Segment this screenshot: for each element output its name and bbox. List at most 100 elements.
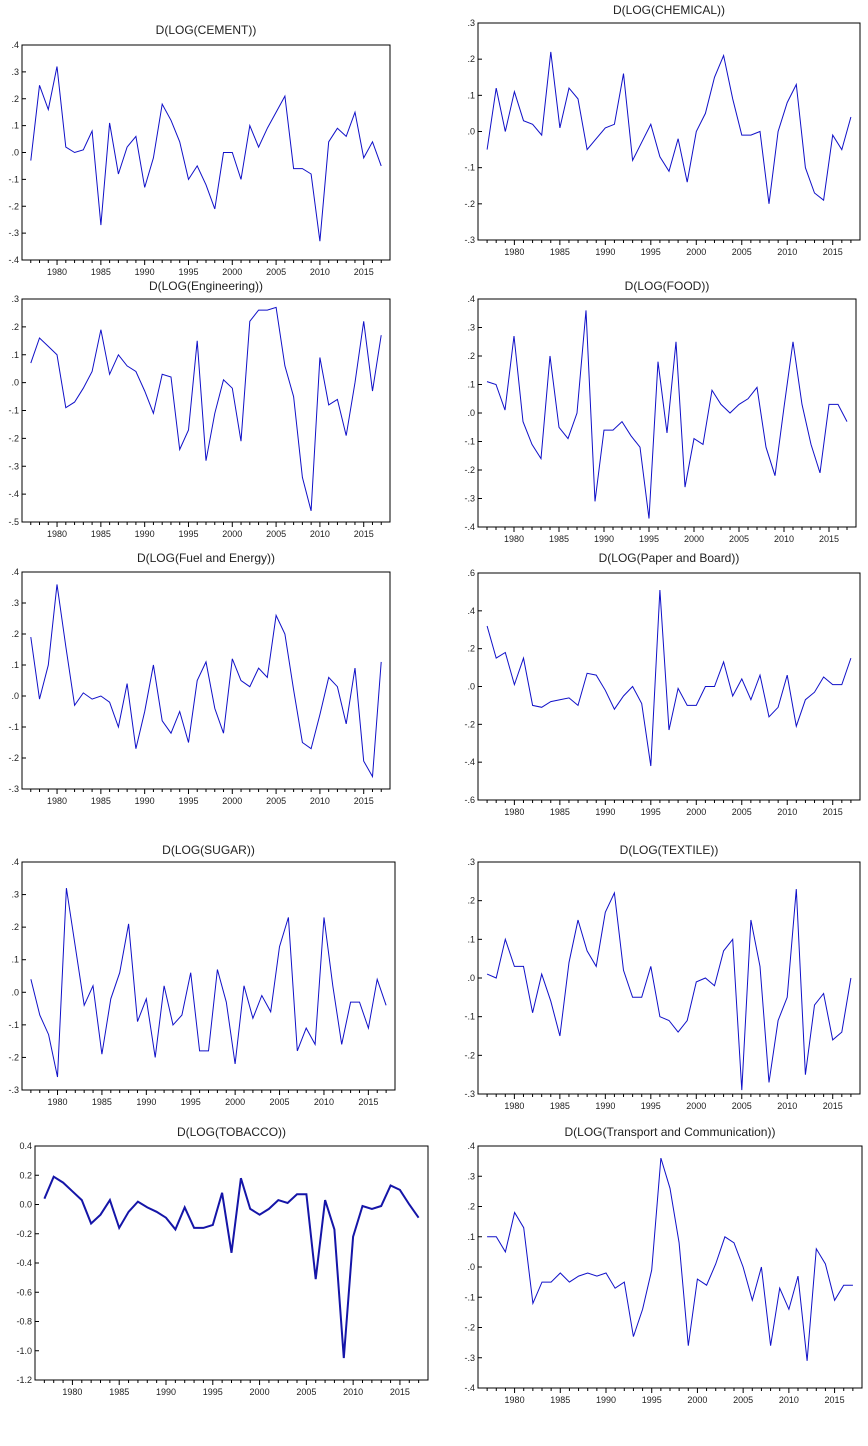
chart-7-xtick-label: 1995 [181, 1097, 201, 1107]
chart-7-ytick-label: .2 [11, 922, 19, 932]
chart-7-ytick-label: .1 [11, 955, 19, 965]
chart-6-ytick-label: -.4 [464, 757, 475, 767]
chart-2-xtick-label: 1995 [641, 247, 661, 257]
chart-10-ytick-label: .3 [467, 1171, 475, 1181]
chart-3-plot-frame [21, 298, 391, 523]
chart-3-xtick-label: 2005 [266, 529, 286, 539]
chart-2-xtick-label: 2000 [686, 247, 706, 257]
chart-3-title: D(LOG(Engineering)) [149, 279, 263, 293]
chart-8-xtick-label: 1985 [550, 1101, 570, 1111]
chart-1-xtick-label: 1985 [91, 267, 111, 277]
chart-6-plot-frame [477, 572, 861, 801]
chart-4-plot-frame [477, 298, 857, 528]
chart-8-xtick-label: 2005 [732, 1101, 752, 1111]
chart-1-ytick-label: .4 [11, 40, 19, 50]
chart-1-ytick-label: .3 [11, 67, 19, 77]
chart-8-xtick-label: 2000 [686, 1101, 706, 1111]
chart-4-ytick-label: .2 [467, 351, 475, 361]
chart-5-xtick-label: 2005 [266, 796, 286, 806]
chart-6-xtick-label: 2010 [777, 807, 797, 817]
chart-5-ytick-label: -.3 [8, 784, 19, 794]
chart-1-xtick-label: 2010 [310, 267, 330, 277]
chart-6-xtick-label: 2015 [823, 807, 843, 817]
chart-2-xtick-label: 1990 [595, 247, 615, 257]
chart-10-xtick-label: 2005 [733, 1395, 753, 1405]
chart-9-series-line [43, 1175, 420, 1359]
chart-9-xtick-label: 1995 [203, 1387, 223, 1397]
chart-5-xtick-label: 2015 [354, 796, 374, 806]
chart-3-ytick-label: .3 [11, 294, 19, 304]
chart-6-ytick-label: .6 [467, 568, 475, 578]
chart-1-xtick-label: 1980 [47, 267, 67, 277]
chart-4-xtick-label: 2015 [819, 534, 839, 544]
chart-9-xtick-label: 2000 [250, 1387, 270, 1397]
chart-10-ytick-label: -.4 [464, 1383, 475, 1393]
chart-4-ytick-label: -.2 [464, 465, 475, 475]
chart-1-ytick-label: .0 [11, 148, 19, 158]
chart-2-ytick-label: -.1 [464, 163, 475, 173]
chart-9-ytick-label: -0.2 [16, 1229, 32, 1239]
chart-6-title: D(LOG(Paper and Board)) [599, 551, 740, 565]
chart-8-xtick-label: 1995 [641, 1101, 661, 1111]
chart-4-xtick-label: 2005 [729, 534, 749, 544]
chart-9-ytick-label: 0.4 [19, 1141, 32, 1151]
chart-4-title: D(LOG(FOOD)) [625, 279, 710, 293]
chart-3-ytick-label: -.1 [8, 406, 19, 416]
chart-4-xtick-label: 1980 [504, 534, 524, 544]
chart-8-ytick-label: .3 [467, 857, 475, 867]
chart-10-ytick-label: -.3 [464, 1353, 475, 1363]
chart-2-ytick-label: .0 [467, 127, 475, 137]
chart-5-ytick-label: .2 [11, 629, 19, 639]
chart-9-xtick-label: 2010 [343, 1387, 363, 1397]
chart-6-xtick-label: 1985 [550, 807, 570, 817]
chart-8-ytick-label: -.1 [464, 1012, 475, 1022]
chart-7-series-line [30, 888, 387, 1078]
chart-5-xtick-label: 1980 [47, 796, 67, 806]
chart-1-ytick-label: -.3 [8, 228, 19, 238]
chart-10-xtick-label: 2000 [687, 1395, 707, 1405]
chart-7-ytick-label: -.1 [8, 1020, 19, 1030]
chart-4-ytick-label: .1 [467, 380, 475, 390]
chart-10-ytick-label: .0 [467, 1262, 475, 1272]
chart-2-xtick-label: 1980 [504, 247, 524, 257]
chart-2-title: D(LOG(CHEMICAL)) [613, 3, 725, 17]
chart-3-ytick-label: -.4 [8, 489, 19, 499]
chart-5-ytick-label: .1 [11, 660, 19, 670]
chart-6-ytick-label: .0 [467, 682, 475, 692]
chart-3-xtick-label: 1980 [47, 529, 67, 539]
chart-7-ytick-label: -.3 [8, 1085, 19, 1095]
chart-3-ytick-label: -.5 [8, 517, 19, 527]
chart-3-ytick-label: -.2 [8, 433, 19, 443]
chart-6-ytick-label: -.6 [464, 795, 475, 805]
chart-8-ytick-label: .0 [467, 973, 475, 983]
chart-4-xtick-label: 1985 [549, 534, 569, 544]
chart-5-xtick-label: 2000 [222, 796, 242, 806]
chart-9-ytick-label: -1.2 [16, 1375, 32, 1385]
chart-8-plot-frame [477, 861, 861, 1095]
chart-9-ytick-label: -0.8 [16, 1317, 32, 1327]
chart-1-ytick-label: .2 [11, 94, 19, 104]
chart-7-plot-frame [21, 861, 396, 1091]
chart-1-xtick-label: 2000 [222, 267, 242, 277]
chart-2-ytick-label: .3 [467, 18, 475, 28]
chart-3-xtick-label: 1985 [91, 529, 111, 539]
chart-7-title: D(LOG(SUGAR)) [162, 843, 255, 857]
chart-6-ytick-label: -.2 [464, 719, 475, 729]
chart-10-ytick-label: -.1 [464, 1292, 475, 1302]
chart-2-xtick-label: 2005 [732, 247, 752, 257]
chart-1-ytick-label: -.1 [8, 174, 19, 184]
chart-5-title: D(LOG(Fuel and Energy)) [137, 551, 275, 565]
chart-3-xtick-label: 2000 [222, 529, 242, 539]
chart-9-ytick-label: 0.0 [19, 1200, 32, 1210]
chart-5-xtick-label: 1990 [135, 796, 155, 806]
chart-1-plot-frame [21, 44, 391, 261]
chart-3-xtick-label: 1995 [178, 529, 198, 539]
chart-10-xtick-label: 1985 [550, 1395, 570, 1405]
chart-4-ytick-label: .3 [467, 323, 475, 333]
chart-4-xtick-label: 1995 [639, 534, 659, 544]
chart-9-ytick-label: 0.2 [19, 1170, 32, 1180]
chart-7-xtick-label: 1980 [48, 1097, 68, 1107]
chart-7-xtick-label: 1990 [136, 1097, 156, 1107]
chart-3-ytick-label: .2 [11, 322, 19, 332]
chart-9-xtick-label: 2005 [296, 1387, 316, 1397]
